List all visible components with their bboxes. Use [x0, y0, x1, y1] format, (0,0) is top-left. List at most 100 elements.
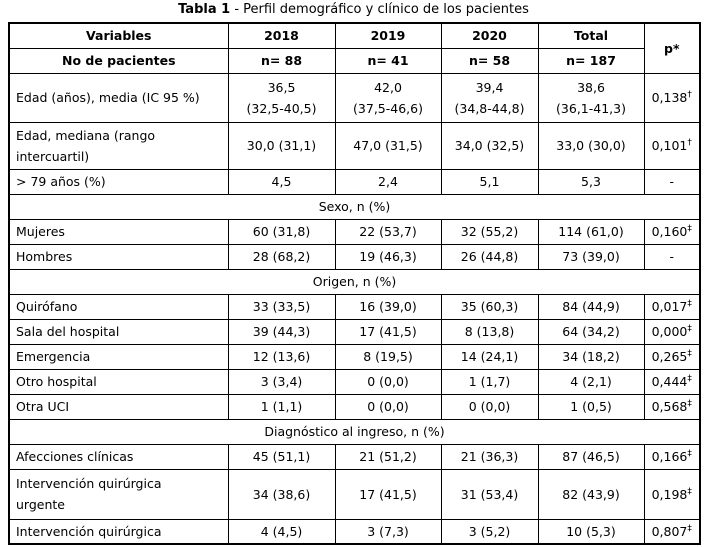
cell-total: 34 (18,2) — [537, 343, 645, 370]
p-value: - — [669, 174, 674, 189]
cell-2020: 1 (1,7) — [440, 368, 539, 395]
table-row-hombres: Hombres 28 (68,2) 19 (46,3) 26 (44,8) 73… — [8, 243, 701, 270]
table-row-otra-uci: Otra UCI 1 (1,1) 0 (0,0) 0 (0,0) 1 (0,5)… — [8, 393, 701, 420]
cell-2020: 21 (36,3) — [440, 443, 539, 470]
cell-p: - — [643, 243, 701, 270]
section-row-sexo: Sexo, n (%) — [8, 193, 701, 220]
cell-total: 38,6 (36,1-41,3) — [537, 72, 645, 123]
table-row-sala-hospital: Sala del hospital 39 (44,3) 17 (41,5) 8 … — [8, 318, 701, 345]
cell-p: 0,138† — [643, 72, 701, 123]
p-value: 0,000 — [651, 324, 688, 339]
cell-2018: 4,5 — [227, 168, 336, 195]
cell-p: 0,101† — [643, 121, 701, 170]
cell-2019: 2,4 — [334, 168, 442, 195]
header-year-2019: 2019 — [334, 22, 442, 49]
cell-total: 10 (5,3) — [537, 518, 645, 545]
p-superscript: † — [687, 89, 692, 100]
p-superscript: ‡ — [687, 373, 692, 384]
section-label: Origen, n (%) — [8, 268, 701, 295]
p-value: 0,568 — [651, 399, 688, 414]
header-total: Total — [537, 22, 645, 49]
p-value: - — [669, 249, 674, 264]
cell-p: - — [643, 168, 701, 195]
cell-total: 1 (0,5) — [537, 393, 645, 420]
row-label: Mujeres — [8, 218, 229, 245]
table-row-intervencion-urgente: Intervención quirúrgica urgente 34 (38,6… — [8, 468, 701, 520]
row-label: Edad (años), media (IC 95 %) — [8, 72, 229, 123]
p-superscript: ‡ — [687, 523, 692, 534]
cell-total: 82 (43,9) — [537, 468, 645, 520]
header-n-total: n= 187 — [537, 47, 645, 74]
row-label: Quirófano — [8, 293, 229, 320]
section-row-diagnostico: Diagnóstico al ingreso, n (%) — [8, 418, 701, 445]
row-label: Intervención quirúrgica urgente — [8, 468, 229, 520]
cell-2018: 12 (13,6) — [227, 343, 336, 370]
cell-2018: 45 (51,1) — [227, 443, 336, 470]
cell-2018: 34 (38,6) — [227, 468, 336, 520]
section-label: Sexo, n (%) — [8, 193, 701, 220]
row-label: Sala del hospital — [8, 318, 229, 345]
p-value: 0,265 — [651, 349, 688, 364]
cell-2020: 39,4 (34,8-44,8) — [440, 72, 539, 123]
cell-total: 84 (44,9) — [537, 293, 645, 320]
header-n-2018: n= 88 — [227, 47, 336, 74]
section-label: Diagnóstico al ingreso, n (%) — [8, 418, 701, 445]
cell-2018: 33 (33,5) — [227, 293, 336, 320]
cell-2019: 3 (7,3) — [334, 518, 442, 545]
table-title-number: Tabla 1 — [178, 2, 231, 17]
cell-total: 73 (39,0) — [537, 243, 645, 270]
header-n-2020: n= 58 — [440, 47, 539, 74]
cell-2020: 8 (13,8) — [440, 318, 539, 345]
cell-2019: 19 (46,3) — [334, 243, 442, 270]
cell-total: 114 (61,0) — [537, 218, 645, 245]
cell-p: 0,000‡ — [643, 318, 701, 345]
cell-p: 0,198‡ — [643, 468, 701, 520]
table-title-text: - Perfil demográfico y clínico de los pa… — [230, 2, 529, 17]
p-value: 0,160 — [651, 224, 688, 239]
cell-2019: 16 (39,0) — [334, 293, 442, 320]
p-value: 0,807 — [651, 523, 688, 539]
header-year-2020: 2020 — [440, 22, 539, 49]
cell-2019: 17 (41,5) — [334, 468, 442, 520]
table-row-intervencion-quirurgica: Intervención quirúrgica 4 (4,5) 3 (7,3) … — [8, 518, 701, 545]
table-row-quirofano: Quirófano 33 (33,5) 16 (39,0) 35 (60,3) … — [8, 293, 701, 320]
cell-2018: 30,0 (31,1) — [227, 121, 336, 170]
row-label: Intervención quirúrgica — [8, 518, 229, 545]
cell-2020: 35 (60,3) — [440, 293, 539, 320]
cell-total: 4 (2,1) — [537, 368, 645, 395]
cell-total: 64 (34,2) — [537, 318, 645, 345]
table-header-row: Variables 2018 2019 2020 Total p* — [8, 22, 701, 74]
cell-p: 0,568‡ — [643, 393, 701, 420]
row-label: > 79 años (%) — [8, 168, 229, 195]
cell-2018: 36,5 (32,5-40,5) — [227, 72, 336, 123]
table-subheader-row: No de pacientes n= 88 n= 41 n= 58 n= 187 — [8, 47, 700, 74]
cell-2020: 26 (44,8) — [440, 243, 539, 270]
row-label: Otro hospital — [8, 368, 229, 395]
cell-p: 0,166‡ — [643, 443, 701, 470]
cell-2019: 8 (19,5) — [334, 343, 442, 370]
p-superscript: ‡ — [687, 348, 692, 359]
table-row-emergencia: Emergencia 12 (13,6) 8 (19,5) 14 (24,1) … — [8, 343, 701, 370]
p-value: 0,444 — [651, 374, 688, 389]
cell-2019: 47,0 (31,5) — [334, 121, 442, 170]
cell-2018: 60 (31,8) — [227, 218, 336, 245]
p-value: 0,017 — [651, 299, 688, 314]
cell-2019: 22 (53,7) — [334, 218, 442, 245]
p-value: 0,166 — [651, 449, 688, 464]
cell-2020: 32 (55,2) — [440, 218, 539, 245]
table-row-edad-media: Edad (años), media (IC 95 %) 36,5 (32,5-… — [8, 72, 701, 123]
cell-total: 33,0 (30,0) — [537, 121, 645, 170]
table-row-otro-hospital: Otro hospital 3 (3,4) 0 (0,0) 1 (1,7) 4 … — [8, 368, 701, 395]
table-row-afecciones: Afecciones clínicas 45 (51,1) 21 (51,2) … — [8, 443, 701, 470]
p-superscript: ‡ — [687, 486, 692, 497]
cell-2020: 0 (0,0) — [440, 393, 539, 420]
row-label: Emergencia — [8, 343, 229, 370]
cell-p: 0,265‡ — [643, 343, 701, 370]
header-variables: Variables — [8, 22, 229, 49]
row-label: Hombres — [8, 243, 229, 270]
cell-total: 87 (46,5) — [537, 443, 645, 470]
cell-2020: 5,1 — [440, 168, 539, 195]
cell-2019: 0 (0,0) — [334, 368, 442, 395]
p-value: 0,198 — [651, 486, 688, 502]
p-value: 0,101 — [651, 138, 688, 153]
